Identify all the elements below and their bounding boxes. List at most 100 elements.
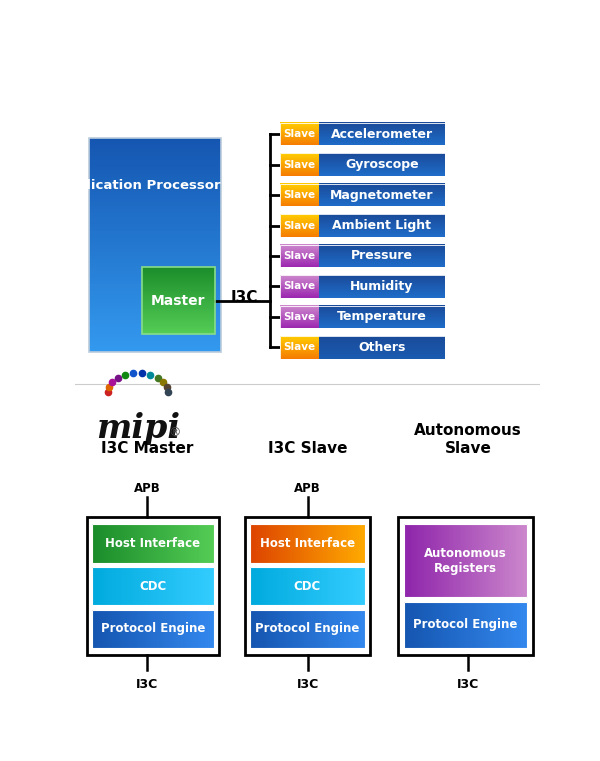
Text: Slave: Slave: [283, 312, 316, 322]
Bar: [142, 289, 215, 291]
Bar: [280, 135, 319, 137]
Bar: [319, 281, 445, 282]
Bar: [319, 171, 445, 172]
Bar: [319, 217, 445, 218]
Bar: [319, 188, 445, 189]
Bar: [280, 229, 319, 230]
Bar: [280, 319, 319, 320]
Bar: [280, 169, 319, 170]
Bar: [185, 610, 188, 648]
Bar: [319, 312, 445, 313]
Bar: [511, 524, 514, 597]
Bar: [319, 193, 445, 194]
Bar: [319, 161, 445, 162]
Bar: [159, 524, 161, 563]
Bar: [280, 191, 319, 192]
Bar: [319, 567, 322, 606]
Bar: [280, 196, 319, 197]
Bar: [319, 216, 445, 218]
Bar: [434, 601, 437, 648]
Bar: [280, 244, 319, 245]
Bar: [319, 244, 445, 246]
Bar: [280, 314, 319, 315]
Text: Host Interface: Host Interface: [260, 537, 355, 550]
Bar: [355, 610, 358, 648]
Bar: [89, 263, 221, 266]
Bar: [280, 245, 319, 246]
Bar: [321, 567, 323, 606]
Bar: [280, 189, 319, 190]
Bar: [142, 295, 215, 296]
Bar: [319, 195, 445, 196]
Bar: [94, 524, 97, 563]
Bar: [319, 199, 445, 200]
Bar: [165, 610, 167, 648]
Bar: [280, 172, 319, 173]
Bar: [266, 567, 268, 606]
Bar: [319, 194, 445, 195]
Bar: [280, 192, 319, 193]
Bar: [361, 567, 363, 606]
Bar: [319, 263, 445, 264]
Bar: [196, 610, 198, 648]
Text: Temperature: Temperature: [337, 310, 427, 323]
Bar: [280, 275, 319, 276]
Bar: [280, 185, 319, 186]
Bar: [441, 601, 443, 648]
Bar: [319, 185, 445, 186]
Bar: [127, 610, 129, 648]
Bar: [179, 567, 182, 606]
Bar: [319, 137, 445, 138]
Bar: [131, 524, 133, 563]
Bar: [280, 204, 319, 205]
Bar: [447, 601, 449, 648]
Bar: [280, 263, 319, 264]
Bar: [300, 567, 302, 606]
Bar: [325, 524, 327, 563]
Bar: [319, 348, 445, 349]
Bar: [175, 567, 178, 606]
Bar: [319, 215, 445, 217]
Bar: [319, 167, 445, 169]
Bar: [142, 318, 215, 320]
Bar: [319, 353, 445, 355]
Bar: [319, 287, 445, 288]
Bar: [279, 567, 281, 606]
Bar: [319, 357, 445, 358]
Bar: [203, 610, 206, 648]
Bar: [319, 323, 445, 324]
Bar: [280, 163, 319, 164]
Bar: [280, 225, 319, 226]
Bar: [319, 138, 445, 139]
Bar: [280, 347, 319, 348]
Bar: [319, 202, 445, 203]
Bar: [280, 132, 319, 133]
Bar: [451, 601, 454, 648]
Bar: [319, 231, 445, 233]
Bar: [280, 127, 319, 128]
Bar: [280, 325, 319, 326]
Bar: [163, 524, 166, 563]
Bar: [153, 610, 155, 648]
Bar: [280, 319, 319, 320]
Bar: [319, 291, 445, 292]
Bar: [280, 193, 319, 194]
Bar: [319, 198, 445, 199]
Bar: [319, 226, 445, 227]
Bar: [280, 224, 319, 225]
Bar: [280, 167, 319, 169]
Bar: [89, 231, 221, 234]
Bar: [340, 524, 342, 563]
Bar: [474, 601, 476, 648]
Bar: [280, 282, 319, 284]
Bar: [142, 273, 215, 275]
Bar: [486, 524, 489, 597]
Bar: [280, 160, 319, 161]
Bar: [319, 277, 445, 278]
Bar: [319, 218, 445, 219]
Bar: [359, 524, 361, 563]
Bar: [280, 252, 319, 253]
Bar: [319, 232, 445, 234]
Bar: [280, 348, 319, 349]
Bar: [280, 246, 319, 247]
